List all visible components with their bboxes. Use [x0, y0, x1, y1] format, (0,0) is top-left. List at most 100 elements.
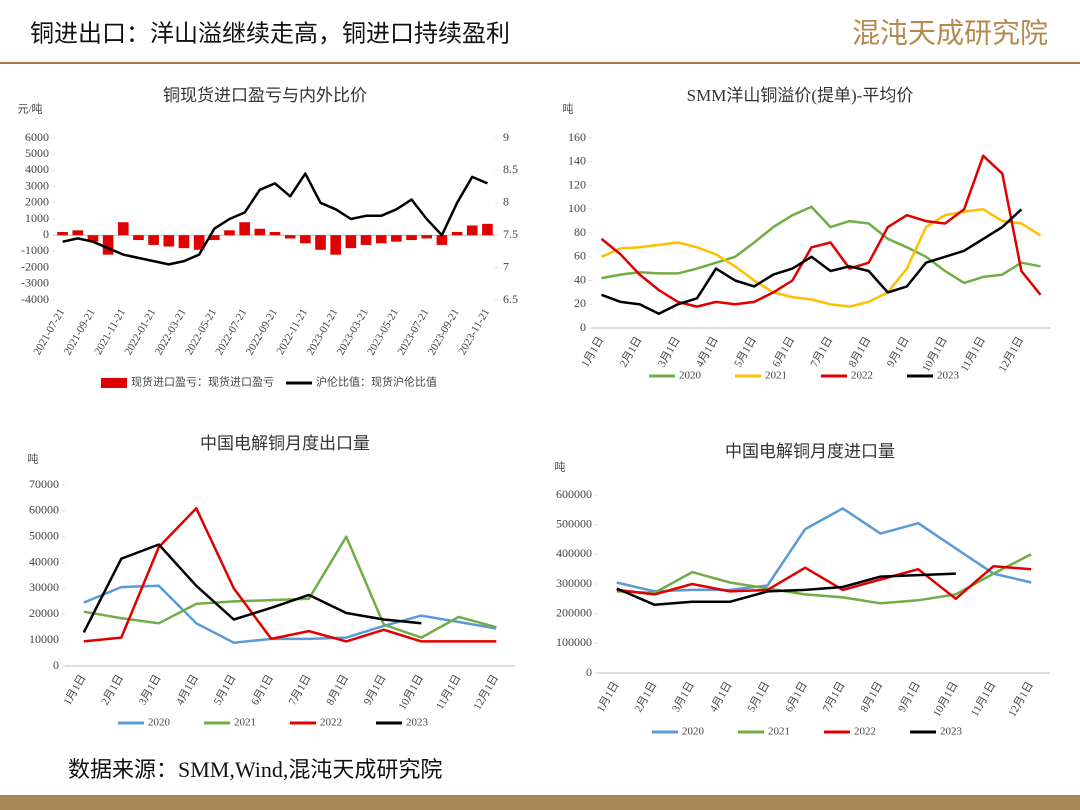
- bar: [391, 235, 402, 242]
- series-line: [83, 584, 497, 644]
- y-tick-label: 40000: [29, 554, 59, 568]
- legend-label: 2022: [854, 726, 876, 738]
- x-tick-label: 1月1日: [595, 680, 622, 715]
- bar: [224, 230, 235, 236]
- y-tick-label: 0: [586, 665, 592, 679]
- x-tick-label: 9月1日: [896, 680, 923, 715]
- y2-tick-label: 9: [503, 130, 509, 144]
- y2-tick-label: 7: [503, 259, 509, 273]
- y-tick-label: 20: [574, 296, 586, 310]
- bar: [330, 235, 341, 255]
- y2-tick-label: 8: [503, 195, 509, 209]
- bar: [451, 231, 463, 236]
- y2-tick-label: 8.5: [503, 162, 518, 176]
- x-tick-label: 5月1日: [732, 335, 759, 370]
- bar: [209, 235, 220, 241]
- x-tick-label: 10月1日: [920, 335, 950, 374]
- x-tick-label: 11月1日: [434, 673, 463, 712]
- y-tick-label: 40: [574, 272, 586, 286]
- x-tick-label: 12月1日: [471, 673, 501, 712]
- bar: [345, 235, 357, 249]
- x-tick-label: 8月1日: [324, 673, 351, 708]
- x-tick-label: 4月1日: [174, 673, 201, 708]
- bar: [163, 235, 175, 247]
- bar: [87, 235, 99, 242]
- bar: [315, 235, 326, 250]
- legend-label: 2020: [682, 726, 705, 738]
- series-line: [616, 572, 956, 607]
- axis-label: 元/吨: [17, 103, 42, 116]
- x-tick-label: 10月1日: [396, 673, 426, 712]
- legend-label: 2023: [940, 726, 963, 738]
- axis-label: 吨: [28, 453, 39, 466]
- bar: [254, 228, 266, 236]
- bar: [284, 235, 296, 239]
- x-tick-label: 9月1日: [885, 335, 912, 370]
- bar: [239, 222, 250, 236]
- y-tick-label: 6000: [25, 130, 49, 144]
- legend-label: 2022: [851, 370, 873, 382]
- y-tick-label: 3000: [25, 178, 49, 192]
- bar: [72, 230, 84, 236]
- x-tick-label: 4月1日: [694, 335, 721, 370]
- y-tick-label: 100000: [556, 635, 592, 649]
- y-tick-label: 1000: [25, 211, 49, 225]
- y-tick-label: 10000: [29, 632, 59, 646]
- y-tick-label: 4000: [25, 162, 49, 176]
- legend-label: 2022: [320, 717, 342, 729]
- axis-label: 吨: [555, 461, 566, 474]
- y-tick-label: 20000: [29, 606, 59, 620]
- slide-title: 铜进出口：洋山溢继续走高，铜进口持续盈利: [30, 21, 510, 48]
- x-tick-label: 10月1日: [931, 680, 961, 719]
- legend-label: 现货进口盈亏：现货进口盈亏: [131, 375, 274, 389]
- y-tick-label: -3000: [21, 276, 49, 290]
- y-tick-label: 2000: [25, 195, 49, 209]
- series-line: [62, 172, 488, 266]
- chart-title: 铜现货进口盈亏与内外比价: [163, 86, 367, 105]
- legend-label: 2021: [234, 717, 256, 729]
- series-line: [616, 507, 1032, 593]
- legend-swatch: [101, 378, 127, 388]
- x-tick-label: 2月1日: [618, 335, 645, 370]
- series-line: [600, 208, 1042, 308]
- bar: [269, 231, 281, 236]
- x-tick-label: 2023-11-21: [456, 307, 492, 357]
- legend-label: 2021: [765, 370, 787, 382]
- y-tick-label: 200000: [556, 605, 592, 619]
- bar: [406, 235, 417, 241]
- y-tick-label: 120: [568, 177, 586, 191]
- y-tick-label: 80: [574, 225, 586, 239]
- series-line: [83, 535, 497, 639]
- bar: [148, 235, 159, 245]
- y-tick-label: 400000: [556, 546, 592, 560]
- x-tick-label: 11月1日: [969, 680, 998, 719]
- legend-label: 2020: [679, 370, 702, 382]
- x-tick-label: 2月1日: [99, 673, 126, 708]
- y2-tick-label: 6.5: [503, 292, 518, 306]
- logo-box: [840, 14, 1058, 54]
- x-tick-label: 7月1日: [808, 335, 835, 370]
- x-tick-label: 8月1日: [847, 335, 874, 370]
- legend-label: 2021: [768, 726, 790, 738]
- x-tick-label: 3月1日: [670, 680, 697, 715]
- bar: [360, 235, 372, 245]
- source: 数据来源：SMM,Wind,混沌天成研究院: [68, 757, 442, 782]
- chart-title: 中国电解铜月度出口量: [200, 434, 370, 453]
- series-line: [601, 208, 1023, 316]
- x-tick-label: 9月1日: [362, 673, 389, 708]
- chart-title: SMM洋山铜溢价(提单)-平均价: [687, 86, 914, 105]
- y-tick-label: 300000: [556, 576, 592, 590]
- bar: [375, 235, 387, 244]
- y-tick-label: 5000: [25, 146, 49, 160]
- x-tick-label: 5月1日: [745, 680, 772, 715]
- y-tick-label: 500000: [556, 516, 592, 530]
- axis-label: 吨: [563, 103, 574, 116]
- x-tick-label: 6月1日: [783, 680, 810, 715]
- legend-label: 2023: [406, 717, 429, 729]
- x-tick-label: 3月1日: [137, 673, 164, 708]
- y-tick-label: 70000: [29, 477, 59, 491]
- x-tick-label: 5月1日: [212, 673, 239, 708]
- series-line: [600, 154, 1042, 308]
- x-tick-label: 12月1日: [1006, 680, 1036, 719]
